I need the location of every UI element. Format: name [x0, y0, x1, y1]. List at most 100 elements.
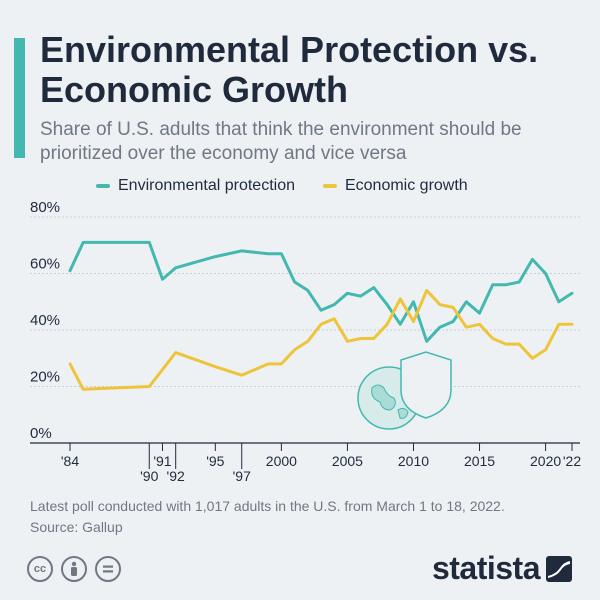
data-point-economy	[293, 348, 296, 351]
x-tick-label: '95	[206, 453, 224, 469]
legend-item-environment: Environmental protection	[96, 177, 295, 195]
series-line-economy	[68, 288, 574, 391]
data-point-environment	[531, 258, 534, 261]
legend-swatch-economy	[322, 184, 337, 188]
data-point-environment	[372, 286, 376, 289]
data-point-economy	[557, 323, 560, 326]
statista-logo[interactable]: statista	[432, 550, 572, 587]
data-point-environment	[346, 292, 349, 295]
x-tick-label: 2005	[332, 453, 363, 469]
brand-name: statista	[431, 550, 541, 586]
legend-label-economy: Economic growth	[344, 177, 468, 194]
data-point-environment	[293, 280, 296, 284]
attribution-icon[interactable]	[61, 556, 87, 582]
data-point-environment	[68, 269, 72, 272]
x-tick-label: 2010	[398, 453, 429, 469]
data-point-environment	[306, 289, 309, 292]
statista-mark-icon	[546, 555, 572, 582]
no-derivatives-icon[interactable]	[95, 556, 121, 582]
x-tick-label: 2000	[266, 453, 297, 469]
y-tick-label: 20%	[30, 369, 60, 386]
globe-continent	[397, 407, 409, 419]
data-point-economy	[333, 317, 336, 320]
x-tick-label: '92	[167, 468, 185, 484]
line-chart: 0% 20% 40% 60% 80% '84 '90'91'92 '95 '97 2000 2005…	[30, 200, 581, 484]
data-point-economy	[174, 351, 177, 354]
data-point-economy	[504, 342, 508, 346]
data-point-economy	[570, 323, 574, 326]
data-point-environment	[412, 300, 415, 303]
source-note: Source: Gallup	[30, 519, 123, 535]
legend: Environmental protection Economic growth	[96, 176, 496, 196]
data-point-environment	[240, 249, 243, 253]
data-point-economy	[531, 357, 534, 360]
data-point-economy	[544, 348, 547, 351]
data-point-environment	[544, 272, 547, 275]
license-icons: cc	[27, 556, 129, 582]
data-point-economy	[438, 303, 442, 306]
data-point-economy	[517, 342, 521, 346]
data-point-environment	[399, 323, 402, 326]
data-point-environment	[491, 283, 494, 286]
data-point-environment	[148, 241, 151, 244]
data-point-environment	[557, 300, 560, 303]
x-tick-label: 2020	[530, 453, 561, 469]
y-tick-label: 40%	[30, 312, 60, 329]
data-point-environment	[517, 280, 521, 284]
data-point-environment	[174, 266, 177, 270]
x-tick-label: '90	[140, 468, 158, 484]
legend-label-environment: Environmental protection	[118, 177, 295, 194]
data-point-economy	[266, 362, 270, 366]
data-point-economy	[465, 325, 468, 329]
data-point-environment	[385, 303, 389, 306]
data-point-environment	[214, 255, 217, 258]
shield-icon	[400, 351, 452, 419]
data-point-economy	[491, 337, 494, 340]
data-point-economy	[372, 337, 376, 340]
globe-shield-illustration	[357, 351, 452, 430]
data-point-environment	[438, 325, 442, 329]
data-point-economy	[385, 323, 389, 326]
x-tick-label: 2015	[464, 453, 495, 469]
x-tick-label: '22	[563, 453, 581, 469]
data-point-environment	[333, 303, 336, 306]
data-point-economy	[425, 289, 428, 292]
data-point-economy	[306, 340, 309, 343]
data-point-economy	[280, 362, 283, 366]
data-point-economy	[240, 374, 243, 377]
data-point-economy	[412, 320, 415, 323]
chart-title: Environmental Protection vs. Economic Gr…	[40, 29, 539, 110]
poll-note: Latest poll conducted with 1,017 adults …	[30, 498, 505, 514]
data-point-economy	[359, 337, 362, 340]
data-point-economy	[161, 368, 164, 371]
data-point-economy	[399, 297, 402, 301]
data-point-environment	[266, 252, 270, 255]
x-tick-label: '97	[233, 468, 251, 484]
y-tick-label: 80%	[30, 200, 60, 216]
data-point-environment	[478, 311, 481, 315]
creative-commons-icon[interactable]: cc	[27, 556, 53, 582]
data-point-economy	[214, 365, 217, 368]
y-tick-label: 60%	[30, 256, 60, 273]
data-point-economy	[478, 323, 481, 326]
data-point-economy	[68, 362, 72, 366]
y-tick-label: 0%	[30, 425, 52, 442]
legend-swatch-environment	[96, 184, 110, 188]
data-point-environment	[504, 283, 508, 286]
data-point-environment	[319, 309, 323, 312]
data-point-economy	[319, 323, 323, 326]
data-point-environment	[570, 292, 574, 295]
legend-item-economy: Economic growth	[322, 177, 468, 195]
data-point-environment	[465, 300, 468, 303]
title-accent-bar	[14, 38, 25, 158]
data-point-economy	[148, 385, 151, 388]
footnote: Latest poll conducted with 1,017 adults …	[30, 496, 590, 538]
data-point-economy	[82, 388, 85, 391]
data-point-environment	[161, 277, 164, 281]
data-point-environment	[359, 294, 362, 298]
globe-continent	[371, 384, 396, 411]
data-point-economy	[346, 340, 349, 343]
data-point-environment	[280, 252, 283, 255]
chart-subtitle: Share of U.S. adults that think the envi…	[40, 119, 522, 164]
data-point-environment	[425, 340, 428, 343]
